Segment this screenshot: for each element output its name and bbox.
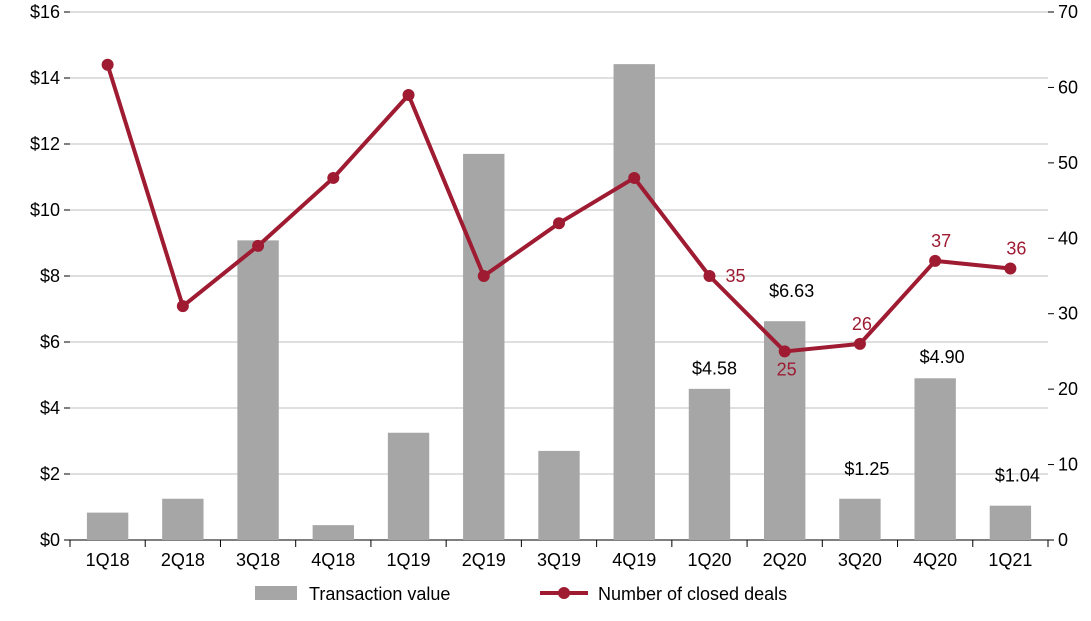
y-left-tick-label: $16 xyxy=(30,2,60,22)
legend-bar-label: Transaction value xyxy=(309,584,450,604)
x-tick-label: 1Q19 xyxy=(387,550,431,570)
chart-container: $0 $2 $4 $6 $8 $10 $12 $14 $16 0 10 20 30 40 50 60 70 1Q1… xyxy=(0,0,1091,621)
bar xyxy=(237,240,278,540)
bar-value-label: $1.04 xyxy=(995,466,1040,486)
bar xyxy=(87,513,128,540)
line-marker xyxy=(929,255,941,267)
y-right-tick-label: 60 xyxy=(1058,77,1078,97)
line-marker xyxy=(403,89,415,101)
line-marker xyxy=(628,172,640,184)
line-marker xyxy=(854,338,866,350)
x-tick-label: 2Q18 xyxy=(161,550,205,570)
legend-bar-swatch xyxy=(255,586,297,600)
y-right-tick-label: 70 xyxy=(1058,2,1078,22)
line-marker xyxy=(327,172,339,184)
y-left-tick-label: $6 xyxy=(40,332,60,352)
bar xyxy=(388,433,429,540)
x-tick-label: 2Q19 xyxy=(462,550,506,570)
bar xyxy=(463,154,504,540)
y-right-tick-label: 40 xyxy=(1058,228,1078,248)
line-marker xyxy=(703,270,715,282)
x-tick-label: 3Q18 xyxy=(236,550,280,570)
x-tick-label: 4Q20 xyxy=(913,550,957,570)
line-value-label: 26 xyxy=(852,314,872,334)
line-value-label: 37 xyxy=(931,231,951,251)
bar xyxy=(162,499,203,540)
bar-value-label: $6.63 xyxy=(769,281,814,301)
bar-value-label: $4.58 xyxy=(692,358,737,378)
x-tick-label: 1Q21 xyxy=(988,550,1032,570)
bar xyxy=(313,525,354,540)
y-left-tick-label: $12 xyxy=(30,134,60,154)
y-left-tick-label: $2 xyxy=(40,464,60,484)
line-value-label: 35 xyxy=(725,266,745,286)
y-right-tick-label: 50 xyxy=(1058,153,1078,173)
bar xyxy=(538,451,579,540)
legend-line-marker xyxy=(558,587,570,599)
y-left-tick-label: $14 xyxy=(30,68,60,88)
x-tick-label: 3Q20 xyxy=(838,550,882,570)
legend-line-label: Number of closed deals xyxy=(598,584,787,604)
x-tick-label: 4Q18 xyxy=(311,550,355,570)
y-left-tick-label: $4 xyxy=(40,398,60,418)
y-left-tick-label: $8 xyxy=(40,266,60,286)
bar xyxy=(614,64,655,540)
bar xyxy=(990,506,1031,540)
x-tick-label: 3Q19 xyxy=(537,550,581,570)
x-tick-label: 1Q18 xyxy=(86,550,130,570)
y-left-tick-label: $10 xyxy=(30,200,60,220)
y-right-tick-label: 30 xyxy=(1058,304,1078,324)
y-left-tick-label: $0 xyxy=(40,530,60,550)
line-marker xyxy=(177,300,189,312)
y-right-tick-label: 0 xyxy=(1058,530,1068,550)
bar xyxy=(839,499,880,540)
x-tick-label: 2Q20 xyxy=(763,550,807,570)
y-right-tick-label: 20 xyxy=(1058,379,1078,399)
x-tick-label: 1Q20 xyxy=(687,550,731,570)
y-right-tick-label: 10 xyxy=(1058,455,1078,475)
line-value-label: 36 xyxy=(1006,238,1026,258)
bar-value-label: $1.25 xyxy=(844,459,889,479)
bar-value-label: $4.90 xyxy=(920,347,965,367)
bar xyxy=(914,378,955,540)
x-tick-label: 4Q19 xyxy=(612,550,656,570)
line-marker xyxy=(102,59,114,71)
bar xyxy=(689,389,730,540)
line-marker xyxy=(478,270,490,282)
line-marker xyxy=(252,240,264,252)
line-marker xyxy=(1004,262,1016,274)
line-marker xyxy=(553,217,565,229)
line-value-label: 25 xyxy=(777,359,797,379)
combo-chart: $0 $2 $4 $6 $8 $10 $12 $14 $16 0 10 20 30 40 50 60 70 1Q1… xyxy=(0,0,1091,621)
line-marker xyxy=(779,345,791,357)
